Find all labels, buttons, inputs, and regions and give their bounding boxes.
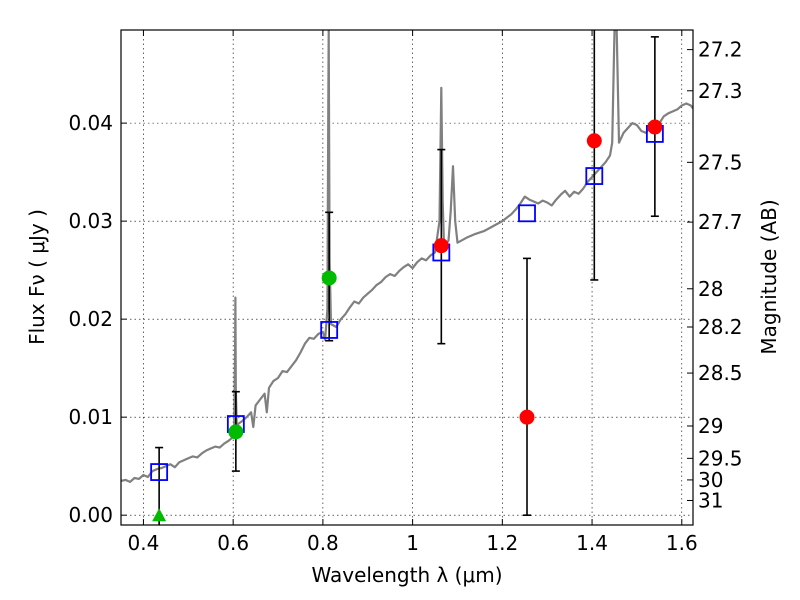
- plot-area: [121, 30, 693, 525]
- magnitude-tick-label: 28.5: [698, 361, 743, 385]
- x-tick-label: 1.4: [576, 531, 608, 555]
- magnitude-tick-label: 29.5: [698, 446, 743, 470]
- observed-point: [228, 424, 244, 440]
- y-axis-label: Flux Fν ( μJy ): [25, 209, 49, 345]
- magnitude-tick-label: 30: [698, 468, 723, 492]
- plot-frame: [120, 29, 694, 526]
- axes: 0.4 0.6 0.8 1 1.2 1.4 1.6 0.00 0.01 0.02 0.03 0.04 2…: [68, 29, 743, 555]
- x-tick-label: 0.4: [128, 531, 160, 555]
- magnitude-tick-label: 29: [698, 414, 723, 438]
- observed-point: [647, 119, 663, 135]
- magnitude-tick-label: 28: [698, 277, 723, 301]
- observed-point: [586, 133, 602, 149]
- x-tick-label: 0.8: [307, 531, 339, 555]
- model-photometry-point: [585, 167, 604, 185]
- y-tick-label: 0.01: [68, 405, 113, 429]
- y-axis-right-label: Magnitude (AB): [757, 199, 781, 354]
- x-tick-label: 1.6: [666, 531, 698, 555]
- magnitude-tick-label: 31: [698, 488, 723, 512]
- x-axis-label: Wavelength λ (μm): [311, 563, 502, 587]
- y-tick-label: 0.03: [68, 209, 113, 233]
- y-tick-label: 0.04: [68, 111, 113, 135]
- grid: [121, 30, 693, 525]
- x-tick-label: 1.2: [486, 531, 518, 555]
- observed-point: [433, 238, 449, 254]
- y-tick-label: 0.00: [68, 503, 113, 527]
- observed-point: [321, 270, 337, 286]
- y-tick-label: 0.02: [68, 307, 113, 331]
- magnitude-tick-label: 27.5: [698, 150, 743, 174]
- model-photometry-point: [320, 321, 339, 339]
- observed-point: [519, 409, 535, 425]
- magnitude-tick-label: 27.2: [698, 38, 743, 62]
- magnitude-tick-label: 27.3: [698, 79, 743, 103]
- magnitude-tick-label: 27.7: [698, 210, 743, 234]
- x-tick-label: 0.6: [217, 531, 249, 555]
- upper-limit-point: [152, 508, 167, 522]
- x-tick-label: 1: [406, 531, 419, 555]
- model-photometry-point: [518, 204, 536, 223]
- spectrum-line: [121, 30, 693, 483]
- magnitude-tick-label: 28.2: [698, 315, 743, 339]
- model-photometry-point: [150, 463, 169, 481]
